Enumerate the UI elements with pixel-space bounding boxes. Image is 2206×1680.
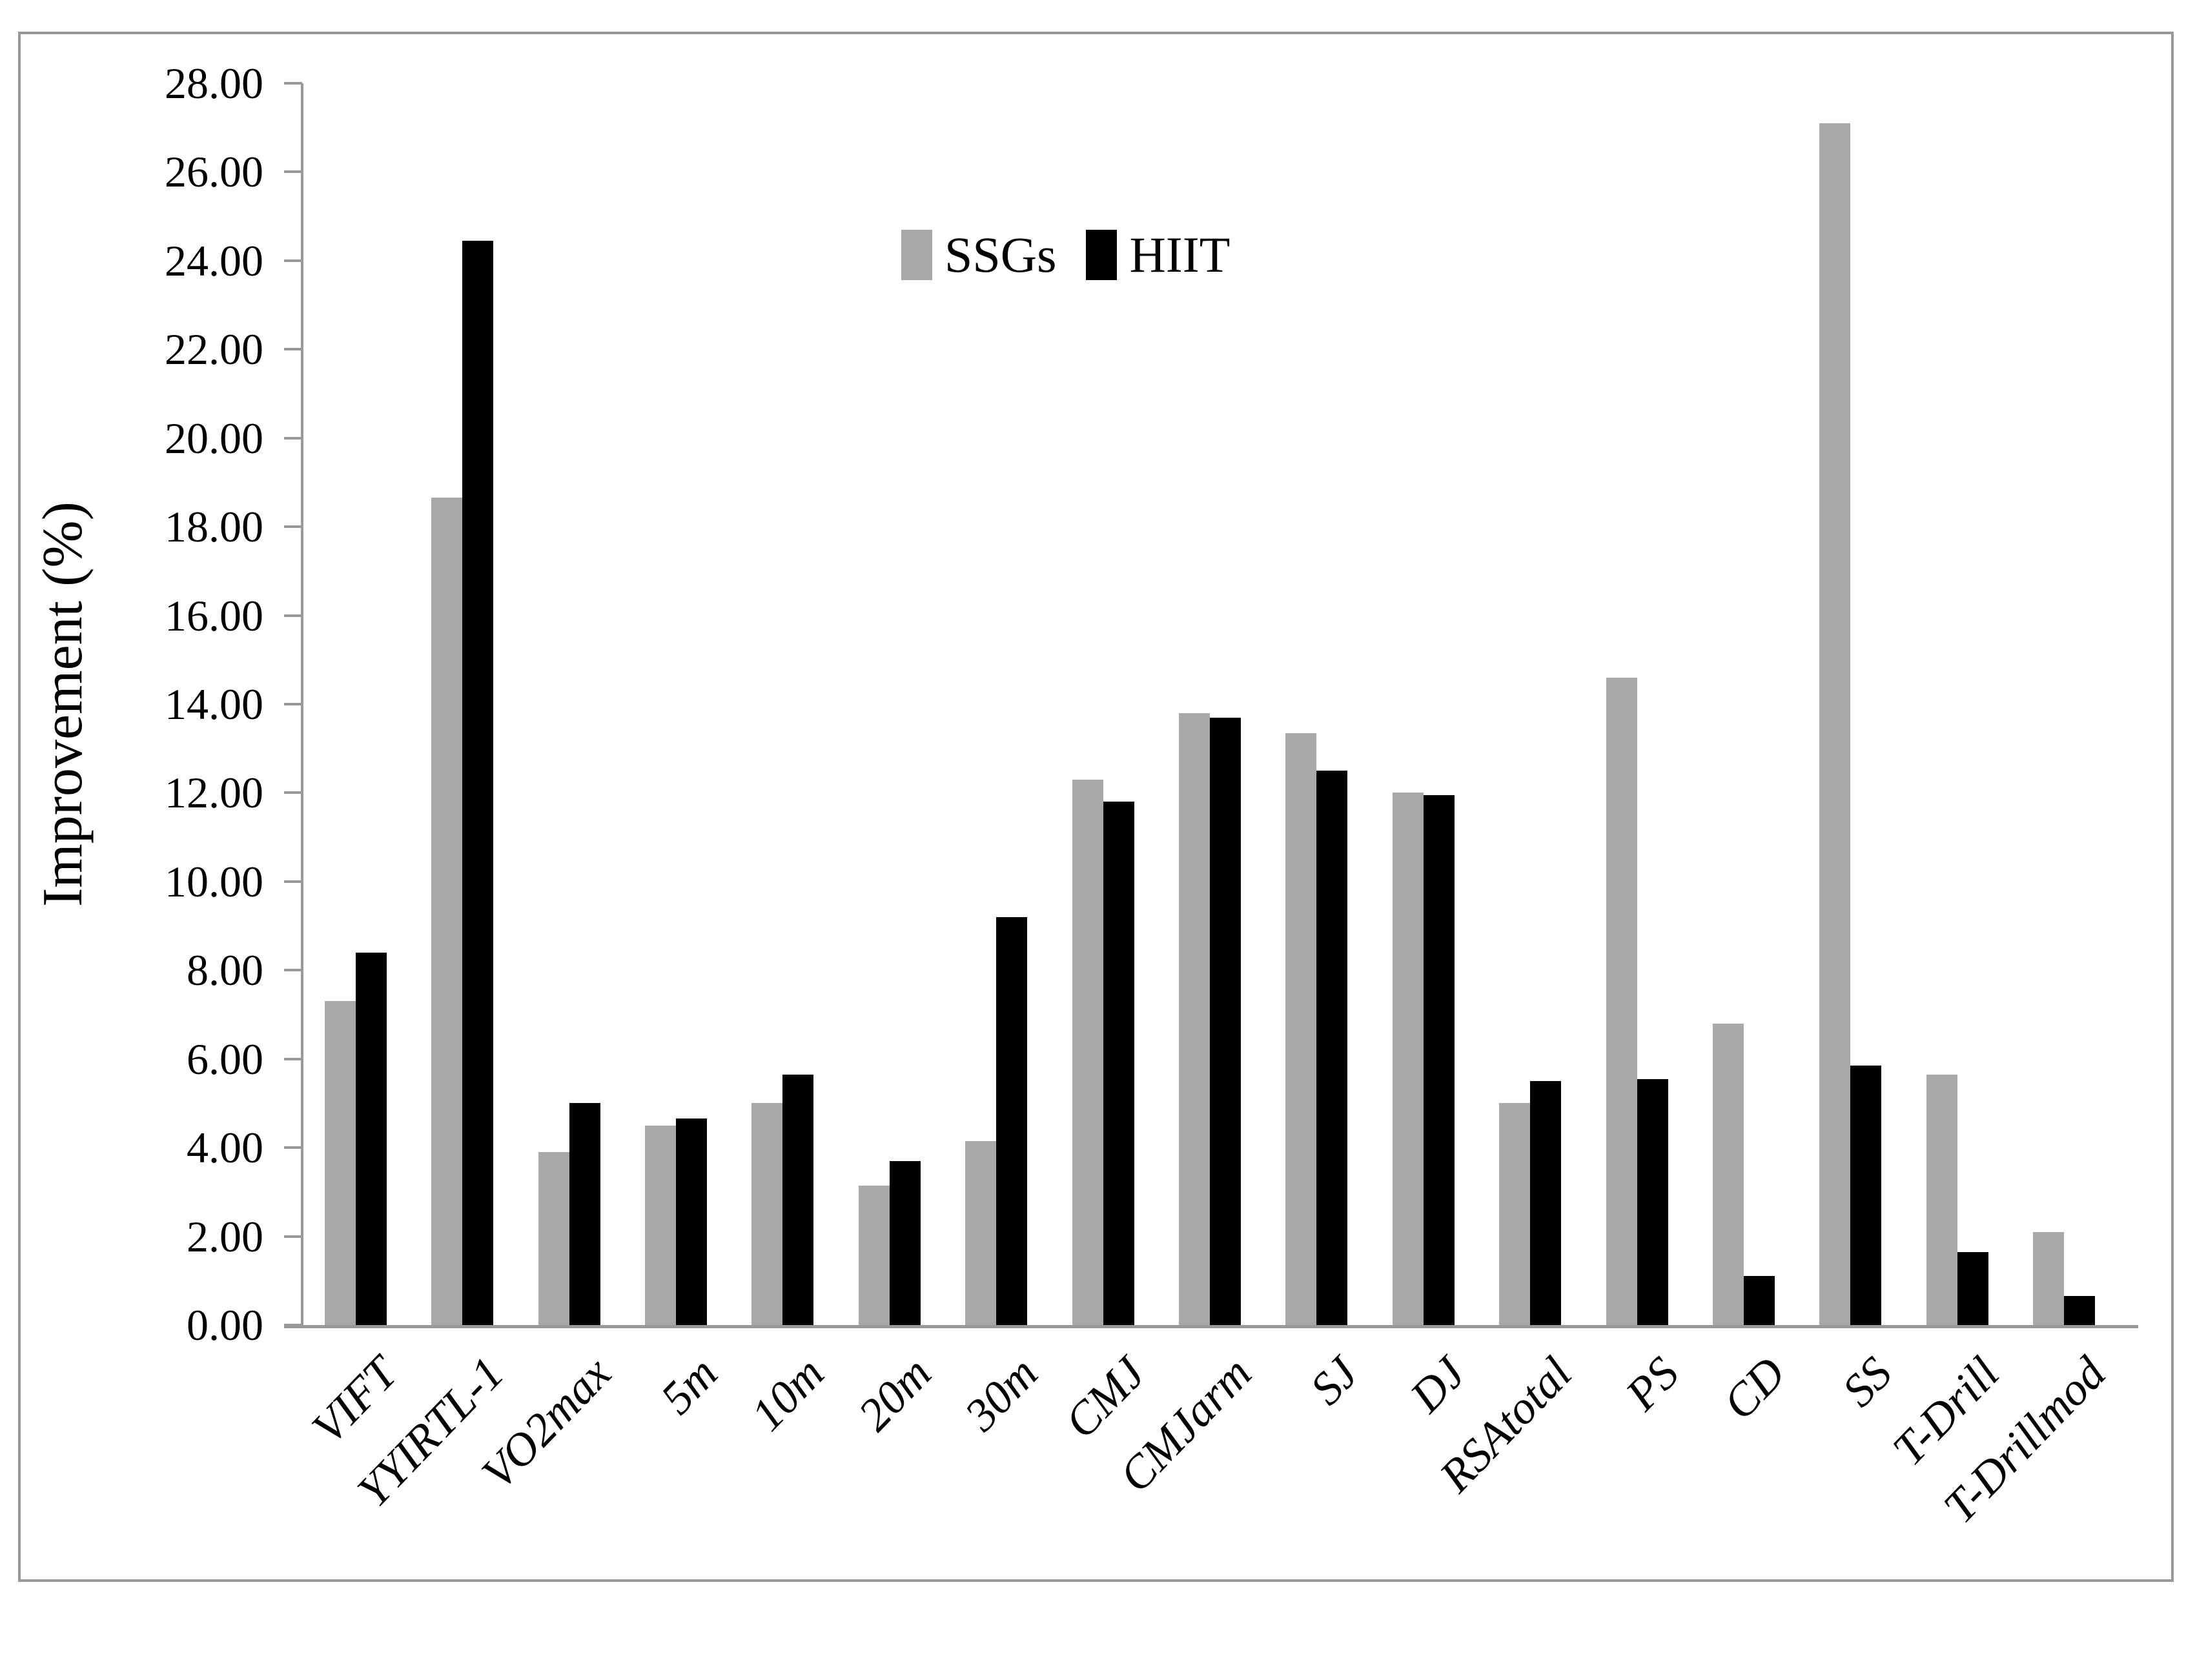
y-tick-mark [284, 1057, 302, 1060]
legend: SSGs HIIT [901, 230, 1230, 280]
y-tick-label: 28.00 [165, 59, 263, 108]
bar-HIIT-SJ [1316, 771, 1348, 1325]
bar-SSGs-CMJarm [1179, 713, 1210, 1325]
bar-SSGs-CD [1713, 1023, 1744, 1325]
y-tick-mark [284, 969, 302, 972]
y-axis-line [301, 83, 303, 1328]
bar-SSGs-CMJ [1072, 779, 1103, 1325]
bar-SSGs-VIFT [324, 1001, 356, 1325]
bar-SSGs-20m [858, 1185, 890, 1325]
y-axis-title: Improvement (%) [32, 501, 94, 907]
bar-SSGs-RSAtotal [1499, 1103, 1531, 1325]
bar-HIIT-DJ [1423, 794, 1455, 1325]
y-tick-label: 22.00 [165, 325, 263, 374]
bar-SSGs-YYIRTL-1 [431, 498, 463, 1325]
y-tick-mark [284, 1235, 302, 1238]
bar-SSGs-SJ [1285, 733, 1317, 1325]
y-tick-mark [284, 880, 302, 883]
bar-HIIT-CMJ [1103, 802, 1134, 1325]
y-tick-label: 0.00 [187, 1300, 263, 1350]
bar-HIIT-SS [1850, 1066, 1882, 1325]
bar-SSGs-VO2max [538, 1152, 569, 1325]
bar-HIIT-VO2max [569, 1103, 600, 1325]
bar-HIIT-YYIRTL-1 [462, 240, 494, 1325]
y-tick-mark [284, 170, 302, 174]
y-tick-mark [284, 791, 302, 794]
bar-SSGs-T-Drillmod [2033, 1231, 2065, 1325]
legend-label-ssgs: SSGs [945, 227, 1057, 283]
bar-HIIT-20m [889, 1160, 921, 1325]
y-tick-label: 24.00 [165, 236, 263, 285]
y-tick-label: 12.00 [165, 768, 263, 818]
y-tick-label: 20.00 [165, 413, 263, 463]
bar-HIIT-T-Drill [1957, 1251, 1988, 1325]
legend-swatch-hiit [1086, 230, 1118, 280]
y-tick-mark [284, 1146, 302, 1149]
y-tick-mark [284, 259, 302, 262]
bar-HIIT-10m [782, 1074, 814, 1325]
y-tick-mark [284, 348, 302, 351]
y-tick-label: 18.00 [165, 502, 263, 552]
bar-SSGs-SS [1819, 123, 1851, 1325]
bar-HIIT-CD [1744, 1276, 1775, 1325]
y-tick-label: 16.00 [165, 591, 263, 640]
bar-SSGs-10m [751, 1103, 783, 1325]
y-tick-mark [284, 436, 302, 440]
y-tick-label: 14.00 [165, 680, 263, 729]
chart-figure-frame: 0.00 2.00 4.00 6.00 8.00 10.00 12.00 14.00 16.00… [18, 32, 2174, 1582]
bar-SSGs-30m [965, 1140, 997, 1325]
bar-SSGs-PS [1606, 677, 1637, 1325]
plot-area: 0.00 2.00 4.00 6.00 8.00 10.00 12.00 14.00 16.00… [21, 34, 2171, 1579]
y-tick-mark [284, 703, 302, 705]
bar-HIIT-T-Drillmod [2064, 1296, 2096, 1325]
legend-swatch-ssgs [901, 230, 932, 280]
bar-HIIT-30m [996, 916, 1028, 1325]
y-tick-label: 10.00 [165, 856, 263, 906]
y-tick-label: 26.00 [165, 147, 263, 197]
bar-SSGs-5m [644, 1125, 676, 1325]
legend-label-hiit: HIIT [1129, 227, 1231, 283]
y-tick-mark [284, 525, 302, 529]
y-tick-label: 6.00 [187, 1034, 263, 1084]
bar-SSGs-T-Drill [1926, 1074, 1957, 1325]
y-tick-label: 4.00 [187, 1123, 263, 1173]
bar-HIIT-PS [1637, 1078, 1668, 1325]
bar-HIIT-VIFT [355, 952, 387, 1325]
bar-HIIT-5m [675, 1118, 707, 1325]
bar-SSGs-DJ [1392, 793, 1424, 1325]
bar-HIIT-RSAtotal [1530, 1081, 1562, 1325]
y-tick-label: 2.00 [187, 1211, 263, 1261]
x-axis-line [284, 1325, 2138, 1328]
y-tick-mark [284, 614, 302, 617]
y-tick-mark [284, 1324, 302, 1326]
y-tick-mark [284, 82, 302, 85]
bar-HIIT-CMJarm [1210, 717, 1241, 1325]
y-tick-label: 8.00 [187, 946, 263, 995]
